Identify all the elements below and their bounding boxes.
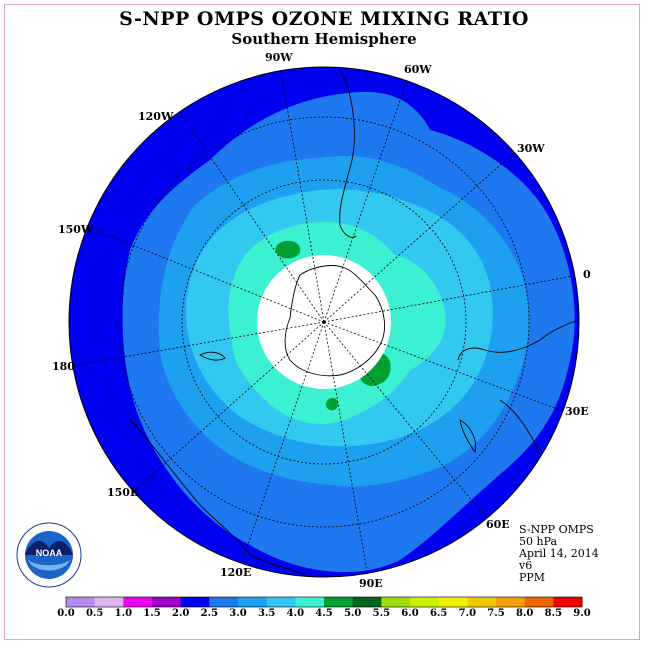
lon-label-150e: 150E <box>107 486 139 499</box>
meridian <box>323 321 561 411</box>
colorbar-tick-label: 5.0 <box>343 608 362 619</box>
colorbar-tick-label: 1.0 <box>114 608 133 619</box>
colorbar-tick-label: 7.5 <box>487 608 505 619</box>
lon-label-0: 0 <box>583 268 591 281</box>
map-boundary <box>68 66 580 578</box>
colorbar-tick-label: 5.5 <box>372 608 391 619</box>
lon-label-30e: 30E <box>565 405 589 418</box>
info-level: 50 hPa <box>519 535 558 548</box>
madagascar-coast <box>459 419 477 454</box>
colorbar-swatch-14 <box>467 597 497 607</box>
info-instrument: S-NPP OMPS <box>519 523 594 536</box>
lon-label-90e: 90E <box>359 577 383 590</box>
info-units: PPM <box>519 571 546 584</box>
south-pole-marker <box>322 320 326 324</box>
colorbar-tick-label: 8.0 <box>515 608 534 619</box>
colorbar-swatch-9 <box>324 597 354 607</box>
figure-subtitle: Southern Hemisphere <box>231 30 417 48</box>
australia-coast <box>129 419 306 576</box>
colorbar-tick-label: 6.0 <box>401 608 419 619</box>
colorbar-swatch-6 <box>238 597 268 607</box>
meridian <box>279 67 325 323</box>
colorbar-swatch-15 <box>496 597 526 607</box>
meridian <box>323 151 516 323</box>
colorbar-tick-label: 2.0 <box>171 608 190 619</box>
antarctica-coast <box>284 265 386 377</box>
colorbar-swatch-1 <box>94 597 124 607</box>
colorbar-swatch-17 <box>553 597 583 607</box>
colorbar-tick-label: 4.0 <box>286 608 305 619</box>
figure-frame <box>4 4 640 640</box>
meridian <box>323 274 579 323</box>
lon-label-60e: 60E <box>486 518 510 531</box>
info-version: v6 <box>519 559 533 572</box>
colorbar-swatch-4 <box>180 597 210 607</box>
colorbar-swatch-3 <box>152 597 182 607</box>
colorbar-swatch-16 <box>524 597 554 607</box>
colorbar-swatch-7 <box>266 597 296 607</box>
meridian <box>177 109 325 323</box>
colorbar-tick-label: 8.5 <box>544 608 563 619</box>
colorbar-tick-label: 3.0 <box>229 608 247 619</box>
latitude-circle <box>181 179 467 465</box>
info-block: S-NPP OMPS 50 hPa April 14, 2014 v6 PPM <box>519 524 599 584</box>
meridian <box>239 321 325 569</box>
south-america-coast <box>339 69 357 238</box>
info-date: April 14, 2014 <box>519 547 599 560</box>
colorbar-swatch-13 <box>438 597 468 607</box>
lon-label-60w: 60W <box>404 63 432 76</box>
colorbar-swatch-11 <box>381 597 411 607</box>
meridian <box>323 76 409 323</box>
colorbar-border <box>65 596 583 608</box>
lon-label-90w: 90W <box>265 51 293 64</box>
lon-label-180: 180 <box>52 360 75 373</box>
colorbar-swatch-8 <box>295 597 325 607</box>
colorbar-tick-label: 7.0 <box>458 608 477 619</box>
colorbar-swatch-5 <box>209 597 239 607</box>
colorbar-tick-label: 1.5 <box>143 608 161 619</box>
meridian <box>323 321 369 577</box>
lon-label-120e: 120E <box>220 566 252 579</box>
colorbar-swatch-2 <box>123 597 153 607</box>
lon-label-150w: 150W <box>58 223 94 236</box>
colorbar-swatch-12 <box>410 597 440 607</box>
colorbar-tick-label: 3.5 <box>257 608 276 619</box>
meridian <box>71 321 325 367</box>
lon-label-120w: 120W <box>138 110 174 123</box>
meridian <box>323 321 489 521</box>
ozone-band-4-5-c <box>325 397 338 411</box>
noaa-logo: NOAA <box>16 522 82 588</box>
africa-coast <box>457 319 579 361</box>
meridians <box>71 67 579 577</box>
colorbar-tick-label: 0.5 <box>85 608 104 619</box>
colorbar-tick-label: 9.0 <box>573 608 591 619</box>
colorbar-tick-label: 4.5 <box>315 608 333 619</box>
meridian <box>132 321 325 493</box>
latitude-circle <box>118 116 530 528</box>
colorbar-tick-label: 0.0 <box>57 608 75 619</box>
coastlines <box>129 69 579 576</box>
logo-text: NOAA <box>36 548 63 558</box>
lon-label-30w: 30W <box>517 142 545 155</box>
figure-title: S-NPP OMPS OZONE MIXING RATIO <box>119 8 529 30</box>
colorbar-tick-label: 2.5 <box>200 608 219 619</box>
colorbar-swatch-10 <box>352 597 382 607</box>
africa-southeast-coast <box>499 399 541 456</box>
graticule <box>118 116 530 528</box>
colorbar-tick-label: 6.5 <box>429 608 448 619</box>
ozone-band-4-5-a <box>275 240 301 259</box>
new-zealand-coast <box>199 351 226 361</box>
colorbar-swatch-0 <box>66 597 96 607</box>
